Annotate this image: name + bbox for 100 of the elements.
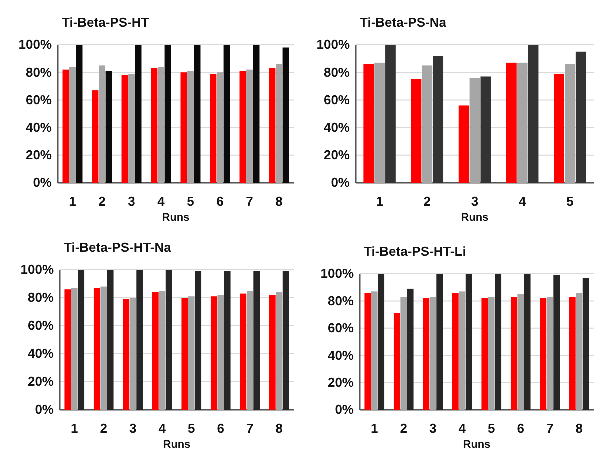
bar [135,45,142,183]
y-tick-label: 0% [35,402,54,418]
y-tick-label: 20% [324,148,350,163]
bar [386,45,396,183]
y-tick-label: 20% [28,374,54,390]
y-tick-label: 100% [18,37,52,52]
bar [195,271,202,410]
x-axis-title: Runs [463,439,491,451]
bar [99,66,106,183]
y-tick-label: 100% [20,262,54,278]
y-tick-label: 40% [328,348,354,363]
x-tick-label: 3 [128,194,136,210]
chart-title: Ti-Beta-PS-HT-Na [64,240,172,255]
x-tick-label: 1 [69,194,76,210]
x-tick-label: 6 [517,421,524,436]
x-tick-label: 8 [276,194,283,210]
bar [107,270,114,410]
bar [188,296,195,410]
bar [64,290,72,410]
x-tick-label: 3 [130,421,137,436]
x-tick-label: 4 [158,421,167,436]
bar [524,274,531,410]
x-tick-label: 7 [546,421,554,436]
bar [423,298,430,410]
y-tick-label: 80% [324,64,350,80]
bar [128,74,135,183]
bar [269,68,276,183]
bar [70,67,76,183]
bar [276,64,282,183]
y-tick-label: 60% [328,320,354,336]
bar [422,66,433,183]
bar [466,274,472,410]
y-tick-label: 0% [335,402,354,418]
bar [576,52,586,183]
bar [433,56,444,183]
bar [217,72,224,183]
bar [166,270,172,410]
bar [210,296,218,410]
bar [488,297,495,410]
bar [62,70,70,183]
x-axis-title: Runs [162,212,190,224]
x-tick-label: 2 [424,194,432,210]
bar [400,297,408,410]
bar [194,45,201,183]
bar [151,68,158,183]
bar [374,62,385,183]
x-tick-label: 8 [276,421,283,436]
x-tick-label: 5 [488,421,496,436]
bar [71,288,78,410]
bar [269,295,276,410]
chart-title: Ti-Beta-PS-Na [360,15,448,30]
x-tick-label: 2 [100,421,108,436]
x-tick-label: 3 [430,421,437,436]
chart-title: Ti-Beta-PS-HT [62,15,150,30]
bar [254,271,260,410]
bar [78,270,85,410]
x-tick-label: 3 [471,194,479,210]
chart-title: Ti-Beta-PS-HT-Li [364,244,466,259]
bar [470,78,480,183]
y-tick-label: 80% [26,64,52,80]
y-tick-label: 80% [328,293,354,308]
bar [218,295,224,410]
bar [554,275,560,410]
y-tick-label: 20% [328,374,354,390]
y-tick-label: 60% [324,92,350,108]
bar [458,106,470,183]
y-tick-label: 100% [316,37,350,52]
y-tick-label: 40% [26,120,52,135]
bar [152,292,159,410]
x-tick-label: 6 [217,421,224,436]
y-tick-label: 20% [26,148,52,163]
bar [282,48,290,183]
x-tick-label: 4 [518,194,527,210]
bar [240,71,246,183]
bar [224,45,230,183]
bar [528,45,539,183]
x-tick-label: 5 [188,421,196,436]
x-tick-label: 4 [458,421,467,436]
bar [180,72,188,183]
bar [436,274,444,410]
x-axis-title: Runs [461,212,489,224]
bar [253,45,260,183]
bar [569,297,576,410]
bar [224,271,231,410]
y-tick-label: 100% [320,266,354,282]
bar [210,74,217,183]
bar [411,80,422,183]
bar [378,274,385,410]
x-axis-title: Runs [163,439,191,451]
bar [123,299,130,410]
x-tick-label: 2 [98,194,106,210]
bar [106,71,112,183]
bar [565,64,576,183]
y-tick-label: 0% [33,175,52,190]
bar [576,293,583,410]
x-tick-label: 5 [187,194,194,210]
bar [92,90,99,183]
x-tick-label: 7 [246,194,254,210]
bar [371,292,378,410]
bar [76,45,83,183]
